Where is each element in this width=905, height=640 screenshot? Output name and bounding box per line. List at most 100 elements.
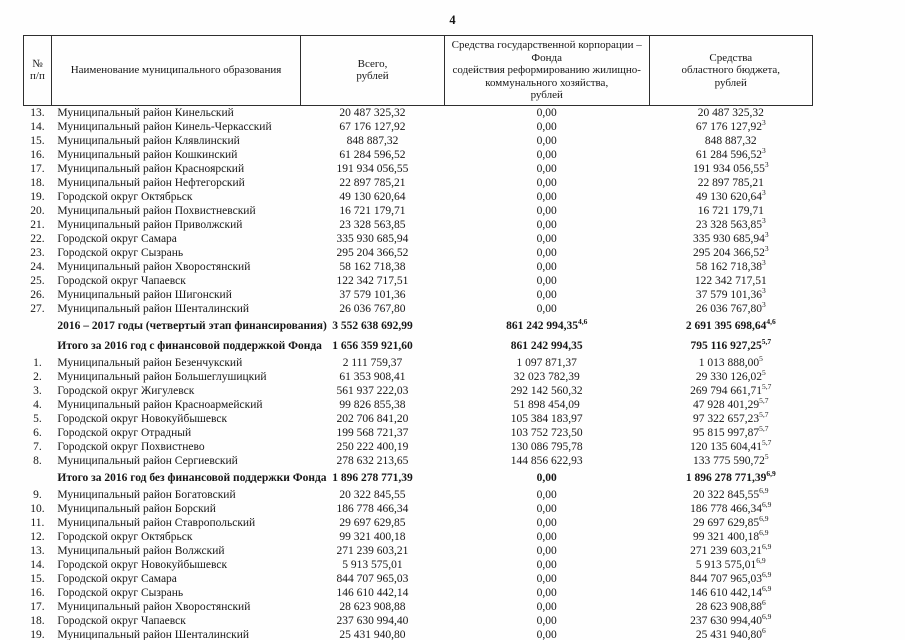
total-value: 2 111 759,37 — [301, 356, 445, 370]
oblast-value-text: 26 036 767,80 — [695, 302, 762, 315]
row-number: 19. — [24, 628, 52, 640]
footnote-reference: 5 — [761, 368, 766, 378]
oblast-value-text: 28 623 908,88 — [695, 600, 762, 613]
footnote-reference: 5 — [764, 452, 769, 462]
total-value-text: 67 176 127,92 — [339, 120, 406, 133]
total-value-text: 58 162 718,38 — [339, 260, 406, 273]
municipality-name: Городской округ Жигулевск — [51, 384, 300, 398]
municipality-name-text: Муниципальный район Похвистневский — [57, 204, 256, 217]
row-number-text: 3. — [33, 384, 42, 397]
table-row: 26. Муниципальный район Шигонский 37 579 1… — [24, 287, 813, 302]
total-value: 146 610 442,14 — [301, 586, 445, 600]
municipality-name-text: Муниципальный район Нефтегорский — [57, 176, 245, 189]
fund-value-text: 0,00 — [536, 162, 557, 175]
fund-value-text: 292 142 560,32 — [510, 384, 583, 397]
municipality-name-text: Городской округ Сызрань — [57, 586, 184, 599]
municipality-name-text: Муниципальный район Шенталинский — [57, 628, 250, 640]
total-value: 37 579 101,36 — [301, 288, 445, 302]
oblast-value-text: 795 116 927,25 — [690, 339, 762, 352]
total-value: 28 623 908,88 — [301, 600, 445, 614]
total-value-text: 5 913 575,01 — [342, 558, 403, 571]
municipality-name: Муниципальный район Клявлинский — [51, 134, 300, 148]
table-row: 14. Муниципальный район Кинель-Черкасский… — [24, 118, 813, 134]
row-number: 14. — [24, 120, 52, 134]
total-value-text: 99 321 400,18 — [339, 530, 406, 543]
footnote-reference: 5 — [759, 354, 763, 364]
municipality-name-text: Городской округ Отрадный — [57, 426, 192, 439]
oblast-value: 22 897 785,21 — [649, 176, 812, 190]
fund-value-text: 0,00 — [536, 471, 557, 484]
fund-value: 0,00 — [444, 468, 649, 488]
fund-value: 292 142 560,32 — [444, 384, 649, 398]
row-number: 17. — [24, 600, 52, 614]
footnote-reference: 3 — [761, 146, 766, 156]
oblast-value: 67 176 127,923 — [649, 118, 812, 134]
total-value-text: 20 322 845,55 — [339, 488, 406, 501]
oblast-value: 271 239 603,216,9 — [649, 543, 812, 558]
fund-value: 0,00 — [444, 120, 649, 134]
fund-value: 0,00 — [444, 544, 649, 558]
row-number: 9. — [24, 488, 52, 502]
total-value: 122 342 717,51 — [301, 274, 445, 288]
footnote-reference: 5,7 — [759, 424, 769, 434]
fund-value-text: 0,00 — [536, 176, 557, 189]
municipality-name: Муниципальный район Кошкинский — [51, 148, 300, 162]
total-value-text: 26 036 767,80 — [339, 302, 406, 315]
fund-value-text: 0,00 — [536, 190, 557, 203]
footnote-reference: 6,9 — [759, 514, 769, 524]
total-value-text: 146 610 442,14 — [336, 586, 409, 599]
fund-value: 0,00 — [444, 600, 649, 614]
row-number-text: 10. — [30, 502, 45, 515]
oblast-value-text: 133 775 590,72 — [692, 454, 765, 467]
municipality-name-text: Городской округ Октябрьск — [57, 530, 193, 543]
oblast-value: 49 130 620,643 — [649, 189, 812, 204]
oblast-value: 146 610 442,146,9 — [649, 585, 812, 600]
total-value-text: 202 706 841,20 — [336, 412, 409, 425]
footnote-reference: 5,7 — [762, 438, 772, 448]
fund-value-text: 0,00 — [536, 134, 557, 147]
municipality-name-text: 2016 – 2017 годы (четвертый этап финанси… — [57, 319, 327, 332]
fund-value: 1 097 871,37 — [444, 356, 649, 370]
fund-value: 130 086 795,78 — [444, 440, 649, 454]
oblast-value-text: 58 162 718,38 — [695, 260, 762, 273]
total-value-text: 335 930 685,94 — [336, 232, 409, 245]
row-number: 18. — [24, 176, 52, 190]
footnote-reference: 6 — [761, 598, 766, 608]
table-row: 12. Городской округ Октябрьск 99 321 400,1… — [24, 529, 813, 544]
total-value-text: 122 342 717,51 — [336, 274, 409, 287]
oblast-value-text: 1 896 278 771,39 — [685, 471, 767, 484]
oblast-value-text: 5 913 575,01 — [695, 558, 757, 571]
table-row: 9. Муниципальный район Богатовский 20 322 … — [24, 487, 813, 502]
oblast-value: 844 707 965,036,9 — [649, 571, 812, 586]
total-value-text: 3 552 638 692,99 — [332, 319, 413, 332]
municipality-name-text: Городской округ Самара — [57, 572, 177, 585]
header-total: Всего, рублей — [300, 35, 445, 106]
row-number-text: 8. — [33, 454, 42, 467]
oblast-value-text: 25 431 940,80 — [695, 628, 762, 640]
total-value-text: 278 632 213,65 — [336, 454, 409, 467]
oblast-value: 58 162 718,383 — [649, 258, 812, 274]
fund-value: 0,00 — [444, 246, 649, 260]
total-value-text: 37 579 101,36 — [339, 288, 406, 301]
footnote-reference: 3 — [761, 258, 766, 268]
municipality-name: Муниципальный район Ставропольский — [51, 516, 300, 530]
footnote-reference: 3 — [761, 118, 766, 128]
fund-value-text: 0,00 — [536, 106, 557, 119]
total-value: 186 778 466,34 — [301, 502, 445, 516]
municipality-name: Муниципальный район Кинель-Черкасский — [51, 120, 300, 134]
total-value: 5 913 575,01 — [301, 558, 445, 572]
municipality-name: Городской округ Сызрань — [51, 586, 300, 600]
oblast-value-text: 29 697 629,85 — [693, 516, 760, 529]
fund-value-text: 0,00 — [536, 204, 557, 217]
total-value: 250 222 400,19 — [301, 440, 445, 454]
municipality-name: Городской округ Сызрань — [51, 246, 300, 260]
fund-value-text: 105 384 183,97 — [510, 412, 583, 425]
row-number-text: 12. — [30, 530, 45, 543]
oblast-value: 237 630 994,406,9 — [649, 613, 812, 628]
row-number: 10. — [24, 502, 52, 516]
fund-value: 0,00 — [444, 516, 649, 530]
row-number-text: 13. — [30, 544, 45, 557]
table-row: 16. Муниципальный район Кошкинский 61 284 … — [24, 146, 813, 162]
header-municipality: Наименование муниципального образования — [50, 35, 302, 106]
